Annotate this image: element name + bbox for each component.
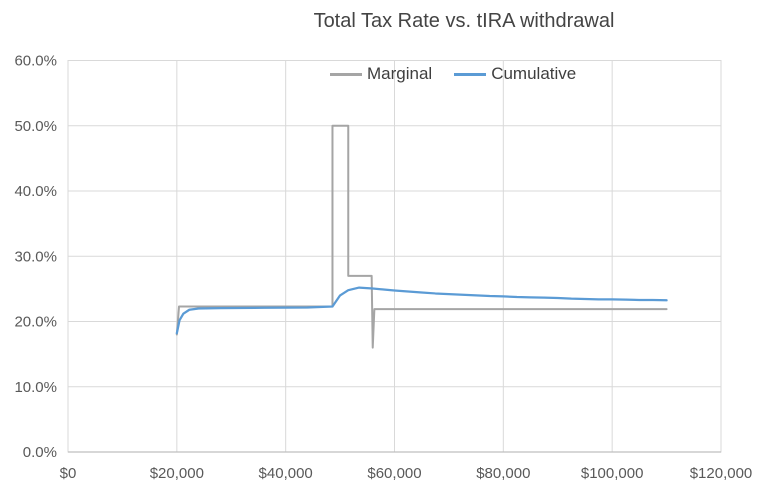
y-tick-label: 50.0% bbox=[14, 118, 57, 135]
legend-item-marginal[interactable]: Marginal bbox=[330, 64, 432, 84]
legend-label-marginal: Marginal bbox=[367, 64, 433, 83]
series-line-marginal bbox=[175, 124, 668, 349]
cumulative-line-swatch-icon bbox=[454, 72, 487, 76]
chart-title: Total Tax Rate vs. tIRA withdrawal bbox=[313, 10, 615, 32]
y-tick-label: 60.0% bbox=[14, 53, 57, 70]
y-tick-label: 10.0% bbox=[14, 379, 57, 396]
x-tick-label: $20,000 bbox=[150, 465, 204, 482]
x-tick-label: $120,000 bbox=[690, 465, 753, 482]
legend-label-cumulative: Cumulative bbox=[491, 64, 577, 83]
series-line-cumulative bbox=[175, 286, 668, 335]
x-tick-label: $0 bbox=[60, 465, 77, 482]
chart-legend: Marginal Cumulative bbox=[330, 64, 576, 84]
x-tick-label: $60,000 bbox=[367, 465, 421, 482]
y-tick-label: 0.0% bbox=[23, 444, 57, 461]
x-tick-label: $80,000 bbox=[476, 465, 530, 482]
y-tick-label: 30.0% bbox=[14, 248, 57, 265]
y-tick-label: 40.0% bbox=[14, 183, 57, 200]
legend-item-cumulative[interactable]: Cumulative bbox=[454, 64, 576, 84]
x-tick-label: $40,000 bbox=[259, 465, 313, 482]
marginal-line-swatch-icon bbox=[330, 72, 362, 76]
x-tick-label: $100,000 bbox=[581, 465, 644, 482]
y-tick-label: 20.0% bbox=[14, 314, 57, 331]
